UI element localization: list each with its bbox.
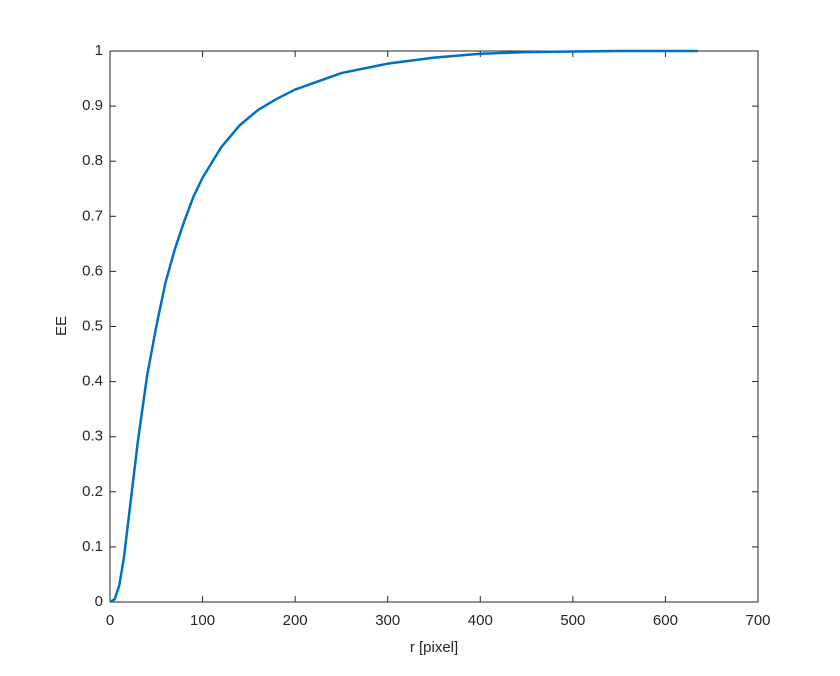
x-tick-label: 700: [745, 612, 770, 629]
y-axis-label: EE: [53, 316, 70, 336]
x-tick-label: 300: [375, 612, 400, 629]
y-tick-label: 0.2: [82, 483, 103, 500]
y-tick-label: 0.7: [82, 207, 103, 224]
y-tick-label: 0.4: [82, 373, 103, 390]
x-axis-label: r [pixel]: [410, 639, 458, 656]
y-tick-label: 0: [95, 593, 103, 610]
x-tick-label: 0: [106, 612, 114, 629]
y-tick-label: 1: [95, 42, 103, 59]
y-tick-label: 0.5: [82, 317, 103, 334]
y-tick-label: 0.9: [82, 97, 103, 114]
y-tick-label: 0.8: [82, 152, 103, 169]
x-tick-label: 600: [653, 612, 678, 629]
plot-area: [109, 50, 759, 603]
data-line: [109, 49, 698, 604]
y-tick-label: 0.1: [82, 538, 103, 555]
x-tick-label: 400: [468, 612, 493, 629]
x-tick-label: 500: [560, 612, 585, 629]
y-tick-label: 0.3: [82, 428, 103, 445]
y-tick-label: 0.6: [82, 262, 103, 279]
x-tick-label: 200: [283, 612, 308, 629]
x-tick-label: 100: [190, 612, 215, 629]
